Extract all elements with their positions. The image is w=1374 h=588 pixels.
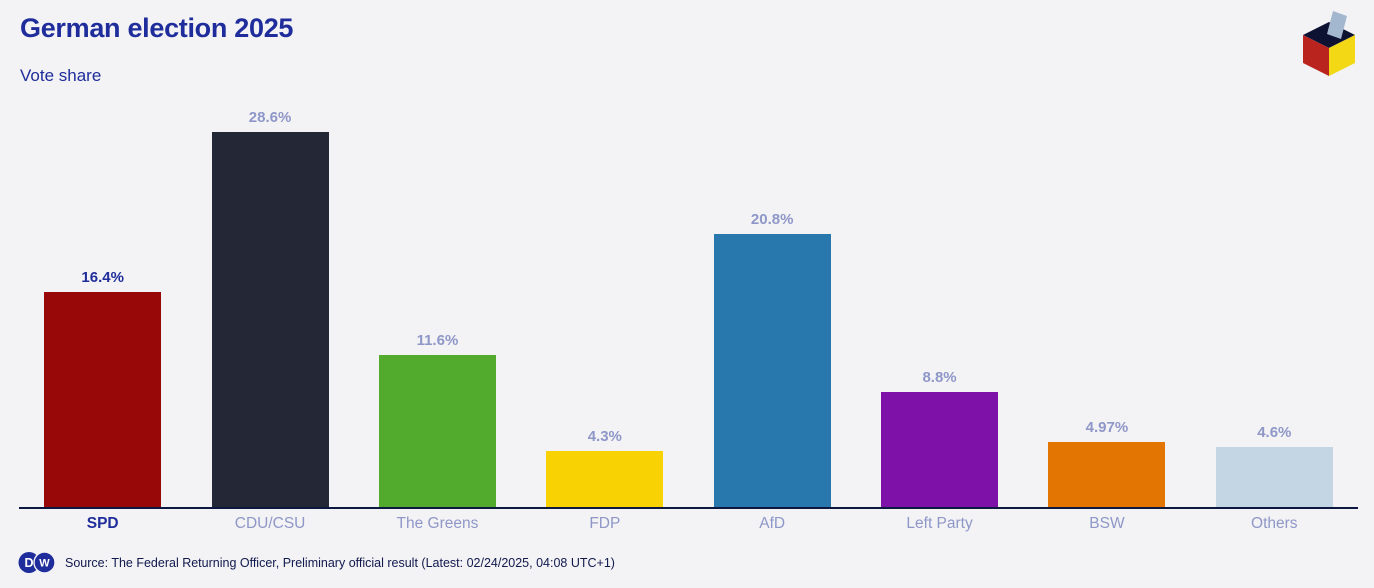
ballot-box-left-face (1303, 35, 1329, 76)
bar-column: 4.3% (521, 102, 688, 507)
ballot-box-right-face (1329, 35, 1355, 76)
x-axis-line (19, 507, 1358, 509)
bar-column: 28.6% (186, 102, 353, 507)
bar (1048, 441, 1166, 507)
svg-text:W: W (39, 558, 50, 570)
bar-value-label: 8.8% (922, 368, 957, 386)
bar-column: 4.6% (1191, 102, 1358, 507)
bar-column: 4.97% (1023, 102, 1190, 507)
x-axis-label: BSW (1089, 515, 1125, 532)
x-axis-label: The Greens (396, 515, 479, 532)
bar (211, 132, 329, 507)
bar-column: 8.8% (856, 102, 1023, 507)
bar-value-label: 11.6% (416, 331, 459, 349)
ballot-box-icon (1303, 11, 1355, 76)
bar (713, 234, 831, 507)
x-axis-label: SPD (86, 515, 119, 532)
x-axis-label: FDP (589, 515, 621, 532)
ballot-paper-icon (1327, 11, 1347, 39)
x-axis-label: AfD (759, 515, 786, 532)
bar (881, 391, 999, 507)
bar-value-label: 4.6% (1257, 423, 1292, 441)
bar-column: 16.4% (19, 102, 186, 507)
bar (378, 354, 496, 507)
x-axis-label: Others (1251, 515, 1298, 532)
x-axis-label: CDU/CSU (234, 515, 306, 532)
bar-value-label: 16.4% (81, 269, 124, 286)
bar (546, 450, 664, 507)
bar-value-label: 4.97% (1085, 418, 1129, 436)
bar-column: 20.8% (689, 102, 856, 507)
svg-text:D: D (24, 556, 33, 570)
footer: D W Source: The Federal Returning Office… (18, 551, 615, 574)
chart-subtitle: Vote share (20, 66, 102, 85)
bar (44, 292, 162, 507)
bar-chart-plot-area: 16.4% 28.6% 11.6% 4.3% 20.8% 8.8% 4.97% 4.6% (19, 102, 1358, 507)
dw-brand-icon: D W (18, 551, 56, 574)
bar-value-label: 20.8% (750, 211, 794, 229)
x-axis-labels: SPD CDU/CSU The Greens FDP AfD Left Party BSW O… (19, 515, 1358, 533)
page-title: German election 2025 (20, 13, 294, 43)
bar-value-label: 28.6% (248, 109, 292, 126)
bar-column: 11.6% (354, 102, 521, 507)
bar (1215, 446, 1333, 507)
x-axis-label: Left Party (906, 515, 973, 532)
bar-value-label: 4.3% (587, 427, 622, 445)
source-text: Source: The Federal Returning Officer, P… (65, 555, 615, 570)
